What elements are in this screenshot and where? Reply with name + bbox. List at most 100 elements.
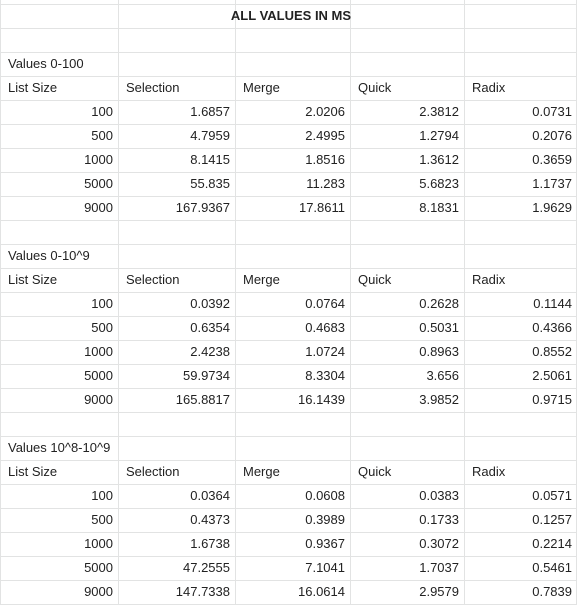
section-label[interactable]: Values 10^8-10^9 xyxy=(8,440,111,455)
value-cell[interactable]: 0.5461 xyxy=(532,560,572,575)
value-cell[interactable]: 16.1439 xyxy=(298,392,345,407)
grid-line-horizontal xyxy=(0,556,577,557)
grid-line-horizontal xyxy=(0,124,577,125)
value-cell[interactable]: 2.0206 xyxy=(305,104,345,119)
value-cell[interactable]: 0.1257 xyxy=(532,512,572,527)
value-cell[interactable]: 7.1041 xyxy=(305,560,345,575)
list-size-cell[interactable]: 5000 xyxy=(84,368,113,383)
column-header[interactable]: Merge xyxy=(243,464,280,479)
value-cell[interactable]: 0.0364 xyxy=(190,488,230,503)
value-cell[interactable]: 0.1733 xyxy=(419,512,459,527)
value-cell[interactable]: 147.7338 xyxy=(175,584,230,599)
column-header[interactable]: List Size xyxy=(8,272,58,287)
value-cell[interactable]: 0.0392 xyxy=(190,296,230,311)
value-cell[interactable]: 0.0383 xyxy=(419,488,459,503)
value-cell[interactable]: 0.9715 xyxy=(532,392,572,407)
column-header[interactable]: Selection xyxy=(126,272,180,287)
column-header[interactable]: Selection xyxy=(126,464,180,479)
value-cell[interactable]: 3.9852 xyxy=(419,392,459,407)
value-cell[interactable]: 59.9734 xyxy=(183,368,230,383)
value-cell[interactable]: 11.283 xyxy=(306,176,345,191)
column-header[interactable]: Merge xyxy=(243,272,280,287)
grid-line-horizontal xyxy=(0,292,577,293)
value-cell[interactable]: 5.6823 xyxy=(419,176,459,191)
value-cell[interactable]: 1.7037 xyxy=(419,560,459,575)
list-size-cell[interactable]: 1000 xyxy=(84,344,113,359)
value-cell[interactable]: 0.4373 xyxy=(190,512,230,527)
list-size-cell[interactable]: 1000 xyxy=(84,536,113,551)
value-cell[interactable]: 8.3304 xyxy=(305,368,345,383)
list-size-cell[interactable]: 5000 xyxy=(84,176,113,191)
grid-line-horizontal xyxy=(0,4,577,5)
value-cell[interactable]: 0.1144 xyxy=(533,296,572,311)
value-cell[interactable]: 0.4683 xyxy=(305,320,345,335)
value-cell[interactable]: 0.2076 xyxy=(532,128,572,143)
column-header[interactable]: Radix xyxy=(472,80,506,95)
section-label[interactable]: Values 0-100 xyxy=(8,56,84,71)
value-cell[interactable]: 1.9629 xyxy=(532,200,572,215)
list-size-cell[interactable]: 100 xyxy=(91,488,113,503)
table-title[interactable]: ALL VALUES IN MS xyxy=(230,8,352,23)
grid-line-horizontal xyxy=(0,436,577,437)
column-header[interactable]: List Size xyxy=(8,464,58,479)
column-header[interactable]: List Size xyxy=(8,80,58,95)
value-cell[interactable]: 0.8552 xyxy=(532,344,572,359)
value-cell[interactable]: 165.8817 xyxy=(175,392,230,407)
list-size-cell[interactable]: 1000 xyxy=(84,152,113,167)
value-cell[interactable]: 1.3612 xyxy=(419,152,459,167)
column-header[interactable]: Selection xyxy=(126,80,180,95)
value-cell[interactable]: 0.0764 xyxy=(305,296,345,311)
value-cell[interactable]: 2.4238 xyxy=(190,344,230,359)
column-header[interactable]: Quick xyxy=(358,464,392,479)
value-cell[interactable]: 0.2214 xyxy=(532,536,572,551)
list-size-cell[interactable]: 500 xyxy=(91,128,113,143)
value-cell[interactable]: 0.6354 xyxy=(190,320,230,335)
column-header[interactable]: Quick xyxy=(358,80,392,95)
value-cell[interactable]: 0.5031 xyxy=(419,320,459,335)
list-size-cell[interactable]: 5000 xyxy=(84,560,113,575)
value-cell[interactable]: 0.3072 xyxy=(419,536,459,551)
value-cell[interactable]: 0.0608 xyxy=(305,488,345,503)
list-size-cell[interactable]: 9000 xyxy=(84,584,113,599)
list-size-cell[interactable]: 100 xyxy=(91,296,113,311)
value-cell[interactable]: 3.656 xyxy=(426,368,459,383)
value-cell[interactable]: 8.1831 xyxy=(419,200,459,215)
value-cell[interactable]: 8.1415 xyxy=(190,152,230,167)
value-cell[interactable]: 2.3812 xyxy=(419,104,459,119)
value-cell[interactable]: 1.1737 xyxy=(532,176,572,191)
value-cell[interactable]: 0.3659 xyxy=(532,152,572,167)
list-size-cell[interactable]: 9000 xyxy=(84,392,113,407)
list-size-cell[interactable]: 500 xyxy=(91,512,113,527)
value-cell[interactable]: 55.835 xyxy=(190,176,230,191)
value-cell[interactable]: 1.6738 xyxy=(190,536,230,551)
value-cell[interactable]: 167.9367 xyxy=(175,200,230,215)
list-size-cell[interactable]: 500 xyxy=(91,320,113,335)
value-cell[interactable]: 2.9579 xyxy=(419,584,459,599)
value-cell[interactable]: 16.0614 xyxy=(298,584,345,599)
value-cell[interactable]: 1.6857 xyxy=(190,104,230,119)
list-size-cell[interactable]: 100 xyxy=(91,104,113,119)
value-cell[interactable]: 0.7839 xyxy=(532,584,572,599)
value-cell[interactable]: 47.2555 xyxy=(183,560,230,575)
value-cell[interactable]: 0.0731 xyxy=(532,104,572,119)
value-cell[interactable]: 0.3989 xyxy=(305,512,345,527)
list-size-cell[interactable]: 9000 xyxy=(84,200,113,215)
value-cell[interactable]: 0.8963 xyxy=(419,344,459,359)
value-cell[interactable]: 0.4366 xyxy=(532,320,572,335)
value-cell[interactable]: 0.9367 xyxy=(305,536,345,551)
value-cell[interactable]: 0.0571 xyxy=(532,488,572,503)
section-label[interactable]: Values 0-10^9 xyxy=(8,248,90,263)
value-cell[interactable]: 0.2628 xyxy=(419,296,459,311)
value-cell[interactable]: 1.0724 xyxy=(305,344,345,359)
column-header[interactable]: Quick xyxy=(358,272,392,287)
column-header[interactable]: Radix xyxy=(472,272,506,287)
value-cell[interactable]: 1.2794 xyxy=(419,128,459,143)
value-cell[interactable]: 1.8516 xyxy=(305,152,345,167)
value-cell[interactable]: 4.7959 xyxy=(190,128,230,143)
column-header[interactable]: Radix xyxy=(472,464,506,479)
column-header[interactable]: Merge xyxy=(243,80,280,95)
value-cell[interactable]: 2.5061 xyxy=(532,368,572,383)
value-cell[interactable]: 17.8611 xyxy=(298,200,345,215)
value-cell[interactable]: 2.4995 xyxy=(305,128,345,143)
